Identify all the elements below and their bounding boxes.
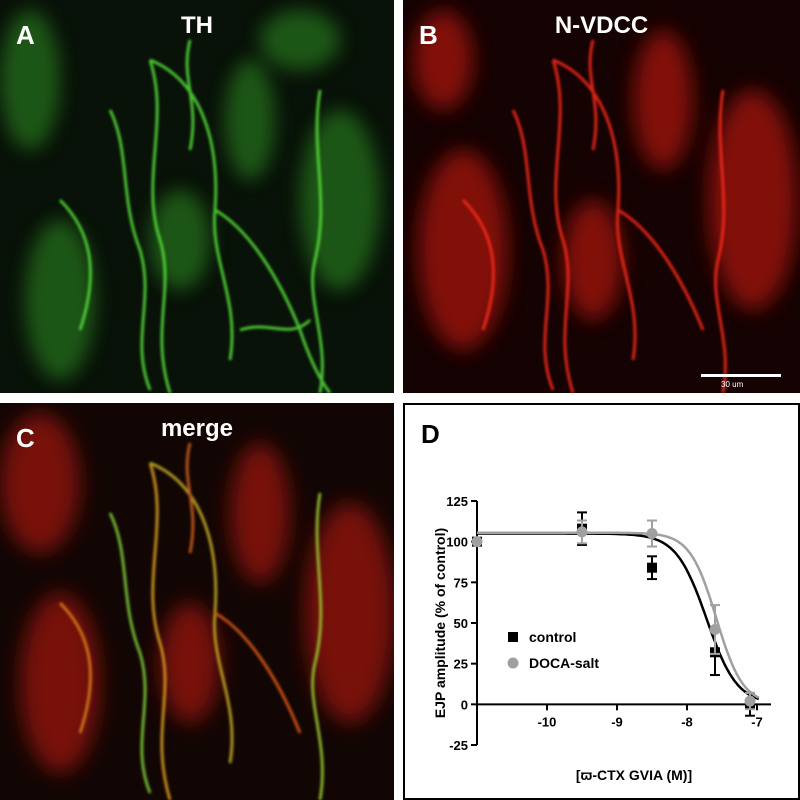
y-tick-label: 125 (446, 494, 468, 509)
y-tick-label: 25 (454, 657, 468, 672)
y-tick-label: 100 (446, 535, 468, 550)
y-tick-label: -25 (449, 738, 468, 753)
y-tick-label: 50 (454, 616, 468, 631)
micrograph-th-image (0, 10, 380, 393)
panel-title: N-VDCC (554, 12, 649, 39)
x-tick-label: -8 (681, 714, 693, 729)
panel-letter: A (16, 20, 35, 50)
panel-title: TH (181, 12, 213, 39)
y-tick-label: 0 (461, 697, 468, 712)
micrograph-nvdcc-panel: B N-VDCC 30 um (403, 0, 800, 393)
data-point (709, 624, 721, 636)
micrograph-nvdcc-image (413, 10, 798, 393)
data-point (646, 528, 658, 540)
legend-label: DOCA-salt (529, 655, 599, 671)
panel-letter: C (16, 423, 35, 453)
legend-marker (507, 657, 519, 669)
fit-curve (477, 531, 760, 699)
panel-letter: B (419, 20, 438, 50)
micrograph-merge-panel: C merge (0, 403, 394, 800)
dose-response-chart: -25 0 25 50 75 100 125 -10 -9 -8 -7 [ϖ-CTX GVIA (M)… (432, 494, 771, 783)
y-axis-label: EJP amplitude (% of control) (432, 528, 448, 718)
data-point (744, 695, 756, 707)
panel-title: merge (160, 415, 234, 442)
x-axis-label: [ϖ-CTX GVIA (M)] (576, 767, 692, 783)
dose-response-chart-panel: D -25 0 25 50 75 100 125 -10 -9 -8 -7 [ϖ-CTX GVIA (… (403, 403, 800, 800)
scale-bar (701, 374, 781, 377)
micrograph-merge-image (0, 413, 394, 800)
micrograph-th-panel: A TH (0, 0, 394, 393)
data-point (647, 562, 657, 573)
panel-letter: D (421, 419, 440, 449)
x-tick-label: -10 (538, 714, 557, 729)
data-point (576, 526, 588, 538)
legend-label: control (529, 629, 576, 645)
x-tick-label: -9 (611, 714, 623, 729)
data-point (471, 536, 483, 548)
legend-marker (508, 632, 518, 642)
y-tick-label: 75 (454, 575, 468, 590)
x-tick-label: -7 (751, 714, 763, 729)
scale-bar-label: 30 um (721, 380, 744, 389)
